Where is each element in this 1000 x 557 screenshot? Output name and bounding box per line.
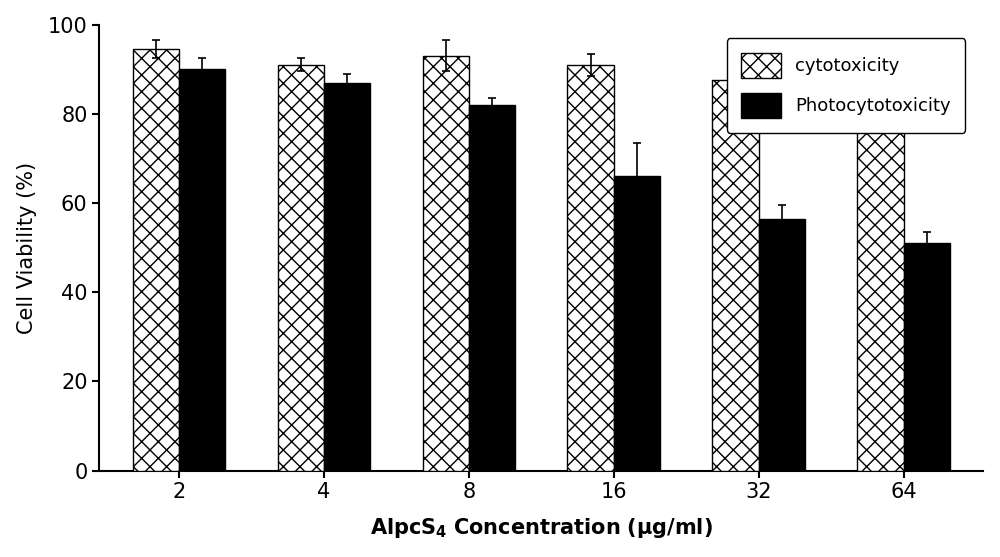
Bar bbox=[904, 243, 950, 471]
Bar bbox=[179, 69, 225, 471]
Y-axis label: Cell Viability (%): Cell Viability (%) bbox=[17, 162, 37, 334]
Bar bbox=[278, 65, 324, 471]
X-axis label: $\bf{AlpcS_4}$ $\bf{Concentration\ (\mu g/ml)}$: $\bf{AlpcS_4}$ $\bf{Concentration\ (\mu … bbox=[370, 516, 713, 540]
Bar bbox=[324, 82, 370, 471]
Bar bbox=[759, 219, 805, 471]
Bar bbox=[423, 56, 469, 471]
Bar bbox=[469, 105, 515, 471]
Legend: cytotoxicity, Photocytotoxicity: cytotoxicity, Photocytotoxicity bbox=[727, 38, 965, 133]
Bar bbox=[567, 65, 614, 471]
Bar bbox=[614, 177, 660, 471]
Bar bbox=[133, 49, 179, 471]
Bar bbox=[712, 80, 759, 471]
Bar bbox=[857, 98, 904, 471]
